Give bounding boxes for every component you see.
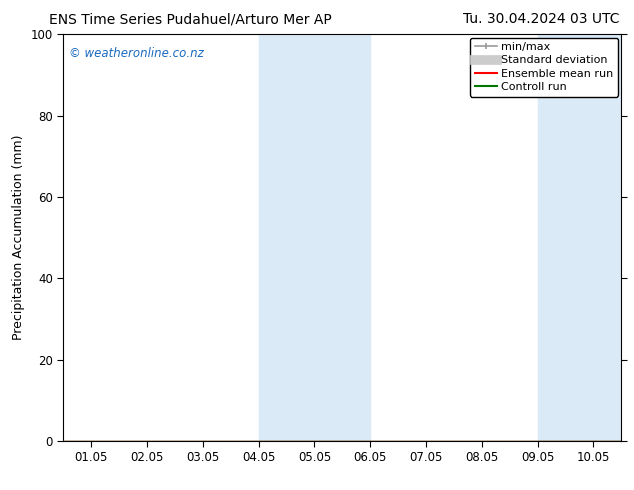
Text: © weatheronline.co.nz: © weatheronline.co.nz [69,47,204,59]
Text: ENS Time Series Pudahuel/Arturo Mer AP: ENS Time Series Pudahuel/Arturo Mer AP [49,12,332,26]
Bar [538,34,634,441]
Y-axis label: Precipitation Accumulation (mm): Precipitation Accumulation (mm) [12,135,25,341]
Bar [259,34,370,441]
Legend: min/max, Standard deviation, Ensemble mean run, Controll run: min/max, Standard deviation, Ensemble me… [470,38,618,97]
Text: Tu. 30.04.2024 03 UTC: Tu. 30.04.2024 03 UTC [463,12,619,26]
